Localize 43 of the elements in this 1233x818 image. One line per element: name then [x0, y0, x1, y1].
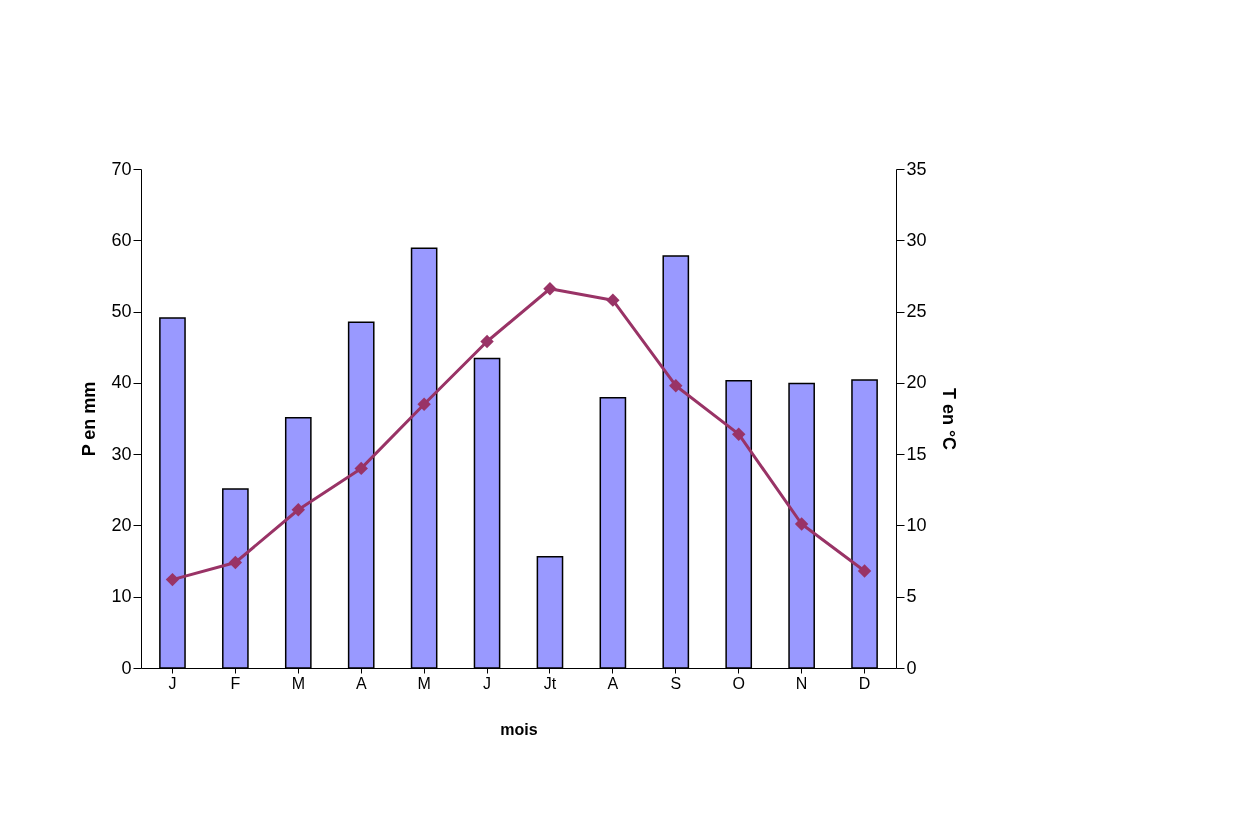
y-tick-label: 60 — [111, 229, 132, 250]
y2-tick-label: 0 — [906, 657, 917, 678]
point — [165, 572, 180, 587]
y-tick-label: 70 — [111, 158, 132, 179]
point — [417, 397, 431, 411]
point — [228, 555, 243, 570]
y2-tick-label: 25 — [906, 301, 927, 322]
point — [732, 427, 746, 441]
y-axis-title: P en mm — [79, 381, 100, 457]
x-tick-label: O — [732, 674, 745, 692]
x-tick-label: J — [168, 674, 177, 692]
point — [354, 461, 368, 476]
y-tick-label: 0 — [121, 657, 132, 678]
x-tick-label: F — [230, 674, 241, 692]
x-tick-label: Jt — [543, 674, 557, 692]
x-tick-label: A — [355, 674, 367, 692]
y2-tick-label: 20 — [906, 372, 927, 393]
x-axis-title: mois — [500, 720, 538, 738]
y2-axis-title: T en °C — [938, 387, 959, 451]
point — [794, 517, 809, 531]
x-tick-label: J — [483, 674, 492, 692]
point — [669, 379, 683, 393]
y2-tick-label: 35 — [906, 158, 927, 179]
y-tick-label: 10 — [111, 586, 132, 607]
point — [857, 564, 872, 578]
y2-tick-label: 10 — [906, 514, 927, 535]
y-tick-label: 30 — [111, 443, 132, 464]
y-tick-label: 20 — [111, 514, 132, 535]
x-tick-label: A — [607, 674, 619, 692]
point — [606, 293, 620, 307]
y2-tick-label: 5 — [906, 586, 917, 607]
x-tick-label: M — [417, 674, 431, 692]
y2-tick-label: 15 — [906, 443, 927, 464]
x-tick-label: N — [795, 674, 808, 692]
x-tick-label: D — [858, 674, 871, 692]
y-tick-label: 40 — [111, 372, 132, 393]
point — [543, 282, 557, 296]
y-tick-label: 50 — [111, 301, 132, 322]
point — [480, 334, 494, 349]
x-tick-label: M — [291, 674, 305, 692]
point — [291, 503, 305, 517]
x-tick-label: S — [670, 674, 682, 692]
y2-tick-label: 30 — [906, 229, 927, 250]
